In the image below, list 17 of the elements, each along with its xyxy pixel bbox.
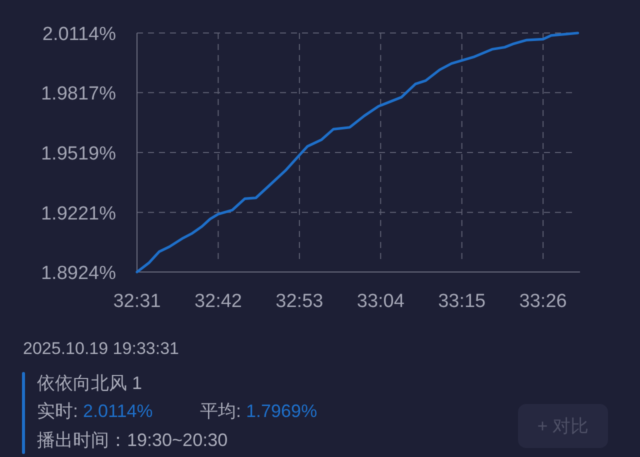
y-tick-label: 2.0114% [42,24,116,45]
line-series [136,32,580,274]
y-tick-label: 1.9817% [40,84,116,105]
y-tick-label: 1.9519% [40,144,116,164]
x-tick-label: 32:31 [113,291,161,312]
y-tick-label: 1.9221% [40,203,116,224]
x-tick-label: 33:26 [519,291,567,312]
x-tick-label: 33:04 [356,291,405,312]
text: 播出时间：19:30~20:30 [37,430,228,450]
y-tick-label: 1.8924% [40,263,116,284]
text: 平均: 1.7969% [200,401,318,421]
text: 2025.10.19 19:33:31 [23,339,179,358]
text: 依依向北风 1 [37,373,142,393]
x-tick-label: 32:53 [276,291,324,312]
x-tick-label: 32:42 [194,291,242,312]
text: 实时: 2.0114% [37,401,153,421]
x-tick-label: 33:15 [438,291,486,312]
